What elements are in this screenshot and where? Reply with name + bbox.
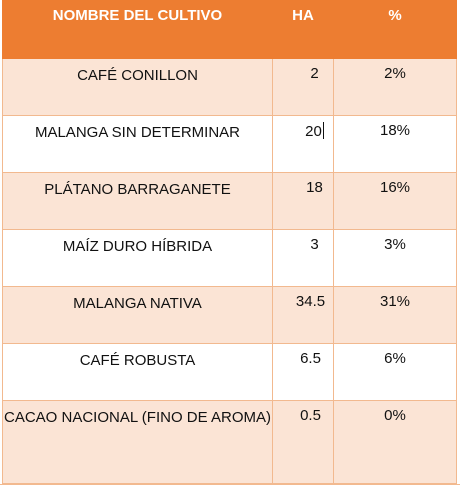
crop-name-cell[interactable]: PLÁTANO BARRAGANETE xyxy=(2,172,273,230)
percent-cell[interactable]: 31% xyxy=(333,286,457,344)
crop-name-cell[interactable]: CAFÉ CONILLON xyxy=(2,58,273,116)
hectares-cell-active[interactable]: 20 xyxy=(272,115,334,173)
hectares-cell[interactable]: 0.5 xyxy=(272,400,334,484)
hectares-value: 20 xyxy=(305,123,322,140)
table-row: MALANGA SIN DETERMINAR 20 18% xyxy=(2,115,457,173)
percent-cell[interactable]: 2% xyxy=(333,58,457,116)
crop-name-cell[interactable]: MALANGA NATIVA xyxy=(2,286,273,344)
hectares-cell[interactable]: 18 xyxy=(272,172,334,230)
header-crop-name: NOMBRE DEL CULTIVO xyxy=(2,0,273,59)
crop-name-cell[interactable]: CACAO NACIONAL (FINO DE AROMA) xyxy=(2,400,273,484)
table-row: CAFÉ CONILLON 2 2% xyxy=(2,58,457,116)
percent-cell[interactable]: 18% xyxy=(333,115,457,173)
table-row: CACAO NACIONAL (FINO DE AROMA) 0.5 0% xyxy=(2,400,457,484)
table-row: MAÍZ DURO HÍBRIDA 3 3% xyxy=(2,229,457,287)
percent-cell[interactable]: 0% xyxy=(333,400,457,484)
header-hectares: HA xyxy=(272,0,334,59)
crop-name-cell[interactable]: MALANGA SIN DETERMINAR xyxy=(2,115,273,173)
table-header-row: NOMBRE DEL CULTIVO HA % xyxy=(2,0,457,59)
table-row: PLÁTANO BARRAGANETE 18 16% xyxy=(2,172,457,230)
crop-name-cell[interactable]: CAFÉ ROBUSTA xyxy=(2,343,273,401)
header-percent: % xyxy=(333,0,457,59)
hectares-cell[interactable]: 6.5 xyxy=(272,343,334,401)
table-row: MALANGA NATIVA 34.5 31% xyxy=(2,286,457,344)
table-row: CAFÉ ROBUSTA 6.5 6% xyxy=(2,343,457,401)
crop-name-cell[interactable]: MAÍZ DURO HÍBRIDA xyxy=(2,229,273,287)
percent-cell[interactable]: 16% xyxy=(333,172,457,230)
hectares-cell[interactable]: 2 xyxy=(272,58,334,116)
percent-cell[interactable]: 3% xyxy=(333,229,457,287)
table-bottom-rule xyxy=(0,484,460,485)
hectares-cell[interactable]: 3 xyxy=(272,229,334,287)
text-cursor xyxy=(322,122,324,139)
percent-cell[interactable]: 6% xyxy=(333,343,457,401)
hectares-cell[interactable]: 34.5 xyxy=(272,286,334,344)
